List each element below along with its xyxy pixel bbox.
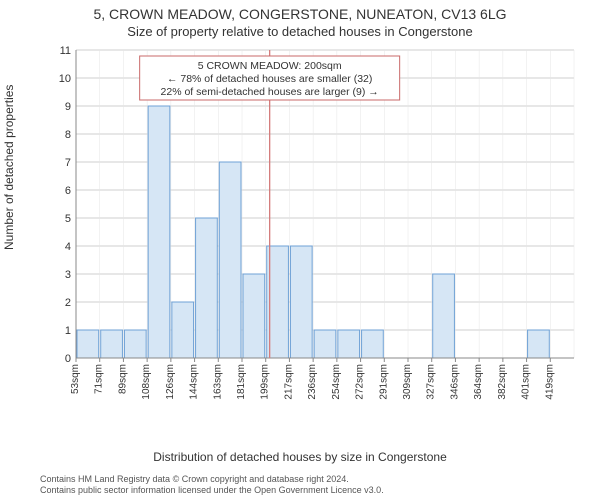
svg-text:5: 5 [65, 213, 71, 225]
histogram-bar [219, 162, 241, 358]
svg-text:2: 2 [65, 297, 71, 309]
footer-line-2: Contains public sector information licen… [40, 485, 590, 496]
x-tick-label: 144sqm [189, 364, 200, 400]
svg-text:11: 11 [60, 46, 71, 57]
svg-text:0: 0 [65, 353, 71, 365]
x-tick-label: 401sqm [521, 364, 532, 400]
histogram-bar [338, 330, 360, 358]
histogram-bar [433, 274, 455, 358]
footer-attribution: Contains HM Land Registry data © Crown c… [40, 474, 590, 497]
svg-text:8: 8 [65, 129, 71, 141]
annotation-line-3: 22% of semi-detached houses are larger (… [161, 86, 379, 98]
histogram-bar [148, 106, 170, 358]
histogram-bar [290, 246, 312, 358]
histogram-bar [172, 302, 194, 358]
histogram-bar [362, 330, 384, 358]
chart-title: 5, CROWN MEADOW, CONGERSTONE, NUNEATON, … [0, 6, 600, 22]
svg-text:10: 10 [59, 73, 71, 85]
x-tick-label: 309sqm [402, 364, 413, 400]
x-tick-label: 254sqm [331, 364, 342, 400]
x-tick-label: 126sqm [165, 364, 176, 400]
histogram-bar [196, 218, 218, 358]
svg-text:3: 3 [65, 269, 71, 281]
x-tick-label: 89sqm [117, 364, 128, 394]
x-tick-label: 199sqm [260, 364, 271, 400]
y-axis-label: Number of detached properties [2, 85, 16, 250]
chart-subtitle: Size of property relative to detached ho… [0, 24, 600, 39]
histogram-bar [528, 330, 550, 358]
histogram-bar [124, 330, 146, 358]
x-tick-label: 364sqm [473, 364, 484, 400]
svg-text:9: 9 [65, 101, 71, 113]
x-tick-label: 419sqm [544, 364, 555, 400]
x-tick-label: 382sqm [497, 364, 508, 400]
histogram-bar [243, 274, 265, 358]
svg-text:7: 7 [65, 157, 71, 169]
histogram-bar [77, 330, 99, 358]
x-tick-label: 327sqm [426, 364, 437, 400]
annotation-line-1: 5 CROWN MEADOW: 200sqm [198, 60, 342, 72]
svg-text:6: 6 [65, 185, 71, 197]
footer-line-1: Contains HM Land Registry data © Crown c… [40, 474, 590, 485]
x-tick-label: 217sqm [283, 364, 294, 400]
x-tick-label: 291sqm [378, 364, 389, 400]
x-tick-label: 53sqm [70, 364, 81, 394]
svg-text:4: 4 [65, 241, 71, 253]
x-tick-label: 181sqm [236, 364, 247, 400]
x-tick-label: 71sqm [94, 364, 105, 394]
svg-text:1: 1 [65, 325, 71, 337]
x-tick-label: 108sqm [141, 364, 152, 400]
x-tick-label: 163sqm [212, 364, 223, 400]
x-tick-label: 272sqm [355, 364, 366, 400]
histogram-bar [314, 330, 336, 358]
x-tick-label: 236sqm [307, 364, 318, 400]
x-axis-label: Distribution of detached houses by size … [0, 450, 600, 464]
x-tick-label: 346sqm [449, 364, 460, 400]
histogram-bar [101, 330, 123, 358]
chart-svg: 0 1 2 3 4 5 6 7 8 9 10 11 53sqm 71sqm 89sqm 108sqm 126sq… [50, 46, 580, 406]
annotation-line-2: ← 78% of detached houses are smaller (32… [167, 73, 372, 85]
chart-plot-area: 0 1 2 3 4 5 6 7 8 9 10 11 53sqm 71sqm 89sqm 108sqm 126sq… [50, 46, 580, 406]
